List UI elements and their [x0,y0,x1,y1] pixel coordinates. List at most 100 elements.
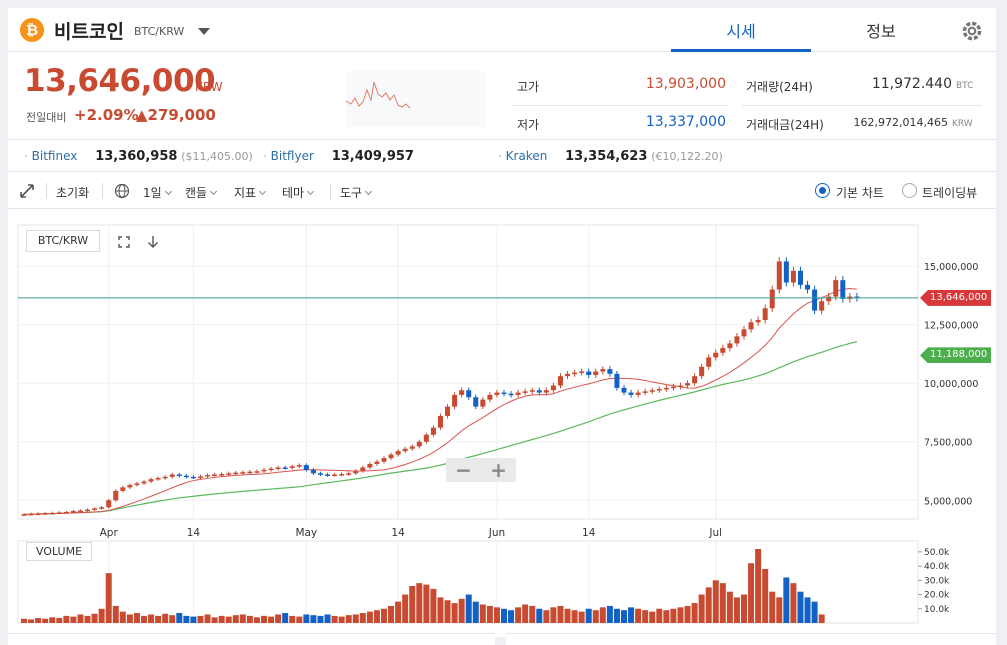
chevron-down-icon[interactable] [198,28,210,35]
volume-bar [748,563,755,623]
theme-dropdown[interactable]: 테마 [282,184,315,201]
volume-bar [684,605,691,623]
y-tick-label: 7,500,000 [924,438,972,449]
volume-bar [458,598,465,623]
tab-info[interactable]: 정보 [866,22,896,41]
expand-icon[interactable] [20,184,34,198]
bitcoin-logo-icon: ₿ [20,18,44,42]
volume-bar [282,613,289,623]
period-dropdown[interactable]: 1일 [143,184,172,201]
candle-body [169,474,175,477]
volume-bar [493,607,500,623]
candle-body [113,490,119,501]
x-tick-label: Apr [100,527,119,539]
volume-bar [126,614,133,623]
volume-bar [395,601,402,623]
volume-value: 11,972.440 [871,76,952,92]
candle-body [63,511,69,514]
volume-bar [606,605,613,623]
chart-pair-label: BTC/KRW [26,230,100,252]
candle-body [289,466,295,468]
candle-body [430,427,436,435]
globe-icon[interactable] [114,183,130,199]
candle-body [769,289,775,309]
candle-body [663,387,669,390]
candle-body [812,289,818,311]
x-tick-label: 14 [187,527,201,539]
candle-body [720,348,726,353]
volume-bar [296,616,303,623]
volume-bar [501,608,507,623]
current-price-tag: 13,646,000 [920,289,992,306]
volume-bar [155,615,162,623]
candle-body [854,296,860,299]
volume-bar [70,616,77,623]
volume-bar [133,613,140,623]
candle-body [127,485,133,488]
volume-tick-label: 10.0k [924,605,950,615]
gear-icon[interactable] [958,17,986,45]
candle-body [487,394,493,400]
candle-body [183,475,189,478]
volume-bar [437,597,444,623]
indicator-dropdown[interactable]: 지표 [234,184,267,201]
volume-bar [275,614,282,623]
volume-bar [465,594,472,623]
bottom-panel-left [8,633,495,645]
candle-body [565,373,571,377]
candle-body [254,471,260,473]
candle-body [607,369,613,374]
candle-body [579,371,585,373]
basic-chart-radio[interactable] [815,183,830,198]
volume-bar [112,605,119,623]
volume-bar [705,587,712,623]
candle-body [706,357,712,367]
zoom-in-button[interactable]: + [490,458,507,482]
tradingview-radio[interactable] [902,183,917,198]
fullscreen-icon[interactable] [118,236,130,248]
volume-bar [42,618,49,623]
exchange-bitflyer: · Bitflyer 13,409,957 [263,149,414,164]
volume-bar [712,580,719,623]
candle-body [685,383,691,386]
candle-body [656,389,662,391]
candle-body [42,513,48,515]
candle-body [141,481,147,484]
volume-bar [218,615,225,623]
candle-body [826,296,832,302]
volume-bar [105,573,112,623]
tools-dropdown[interactable]: 도구 [340,184,373,201]
ma-short-line [23,288,857,515]
zoom-out-button[interactable]: − [455,458,472,482]
volume-bar [663,610,670,623]
volume-bar [776,597,783,623]
volume-bar [239,614,246,623]
candle-body [261,469,267,472]
candle-body [459,390,465,395]
candle-body [49,512,55,515]
candle-body [325,474,331,477]
download-icon[interactable] [147,235,159,249]
candle-body [423,434,429,442]
candle-body [106,500,112,508]
volume-bar [141,615,147,623]
volume-bar [649,611,656,623]
volume-bar [536,608,543,623]
reset-button[interactable]: 초기화 [56,186,90,200]
volume-bar [232,615,239,623]
tab-market[interactable]: 시세 [671,18,811,52]
candle-body [833,280,839,297]
price-summary: 13,646,000 KRW 전일대비 +2.09% ▲279,000 고가 1… [8,53,996,140]
candle-dropdown[interactable]: 캔들 [185,184,218,201]
change-label: 전일대비 [26,111,67,124]
volume-bar [515,607,522,623]
volume-bar [35,618,42,623]
price-chart[interactable]: 15,000,000 12,500,000 10,000,000 7,500,000 5… [8,209,996,633]
volume-tick-label: 40.0k [924,562,950,572]
volume-bar [811,601,818,623]
candle-body [92,508,98,510]
candle-body [402,448,408,452]
coin-header: ₿ 비트코인 BTC/KRW 시세 정보 [8,8,996,52]
volume-bar [571,610,578,623]
zoom-control: − + [446,458,516,482]
